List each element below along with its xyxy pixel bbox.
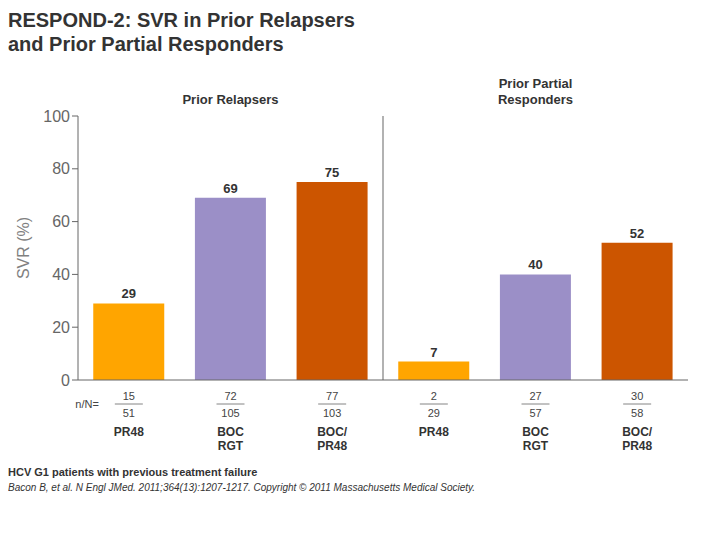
svg-text:2: 2 bbox=[431, 390, 437, 402]
svg-text:77: 77 bbox=[326, 390, 338, 402]
svg-text:75: 75 bbox=[325, 165, 339, 180]
svg-text:20: 20 bbox=[52, 319, 70, 336]
svg-text:0: 0 bbox=[61, 372, 70, 389]
svg-text:BOC: BOC bbox=[522, 425, 549, 439]
svg-text:72: 72 bbox=[224, 390, 236, 402]
svg-text:100: 100 bbox=[43, 108, 70, 125]
svg-text:PR48: PR48 bbox=[622, 439, 652, 453]
svg-text:40: 40 bbox=[52, 266, 70, 283]
svg-text:60: 60 bbox=[52, 213, 70, 230]
svg-text:RGT: RGT bbox=[218, 439, 244, 453]
html-text:and Prior Partial Responders: and Prior Partial Responders bbox=[8, 33, 284, 55]
svg-text:Responders: Responders bbox=[498, 92, 573, 107]
svg-text:PR48: PR48 bbox=[419, 425, 449, 439]
svg-text:40: 40 bbox=[528, 257, 542, 272]
svg-text:SVR (%): SVR (%) bbox=[15, 217, 32, 279]
svg-text:15: 15 bbox=[123, 390, 135, 402]
html-text:RESPOND-2: SVR in Prior Relaps: RESPOND-2: SVR in Prior Relapsers bbox=[8, 9, 355, 31]
svg-text:PR48: PR48 bbox=[114, 425, 144, 439]
html-text:HCV G1 patients with previous: HCV G1 patients with previous treatment … bbox=[8, 466, 258, 478]
svg-text:PR48: PR48 bbox=[317, 439, 347, 453]
svg-text:RGT: RGT bbox=[523, 439, 549, 453]
svg-text:57: 57 bbox=[529, 407, 541, 419]
svg-text:27: 27 bbox=[529, 390, 541, 402]
svg-text:69: 69 bbox=[223, 181, 237, 196]
svg-text:105: 105 bbox=[221, 407, 239, 419]
svg-text:BOC/: BOC/ bbox=[622, 425, 653, 439]
svg-text:30: 30 bbox=[631, 390, 643, 402]
svg-text:58: 58 bbox=[631, 407, 643, 419]
svg-text:29: 29 bbox=[122, 286, 136, 301]
svg-text:BOC: BOC bbox=[217, 425, 244, 439]
svg-text:Prior Partial: Prior Partial bbox=[499, 76, 573, 91]
html-text:Bacon B, et al. ​N Engl J​Med.: Bacon B, et al. ​N Engl J​Med. 2011;364(… bbox=[8, 482, 476, 493]
svg-text:52: 52 bbox=[630, 226, 644, 241]
svg-text:7: 7 bbox=[430, 345, 437, 360]
svg-text:29: 29 bbox=[428, 407, 440, 419]
svg-text:51: 51 bbox=[123, 407, 135, 419]
svg-text:Prior Relapsers: Prior Relapsers bbox=[182, 92, 278, 107]
svg-text:BOC/: BOC/ bbox=[317, 425, 348, 439]
svg-text:80: 80 bbox=[52, 160, 70, 177]
svg-text:103: 103 bbox=[323, 407, 341, 419]
svg-text:n/N=: n/N= bbox=[75, 398, 99, 410]
